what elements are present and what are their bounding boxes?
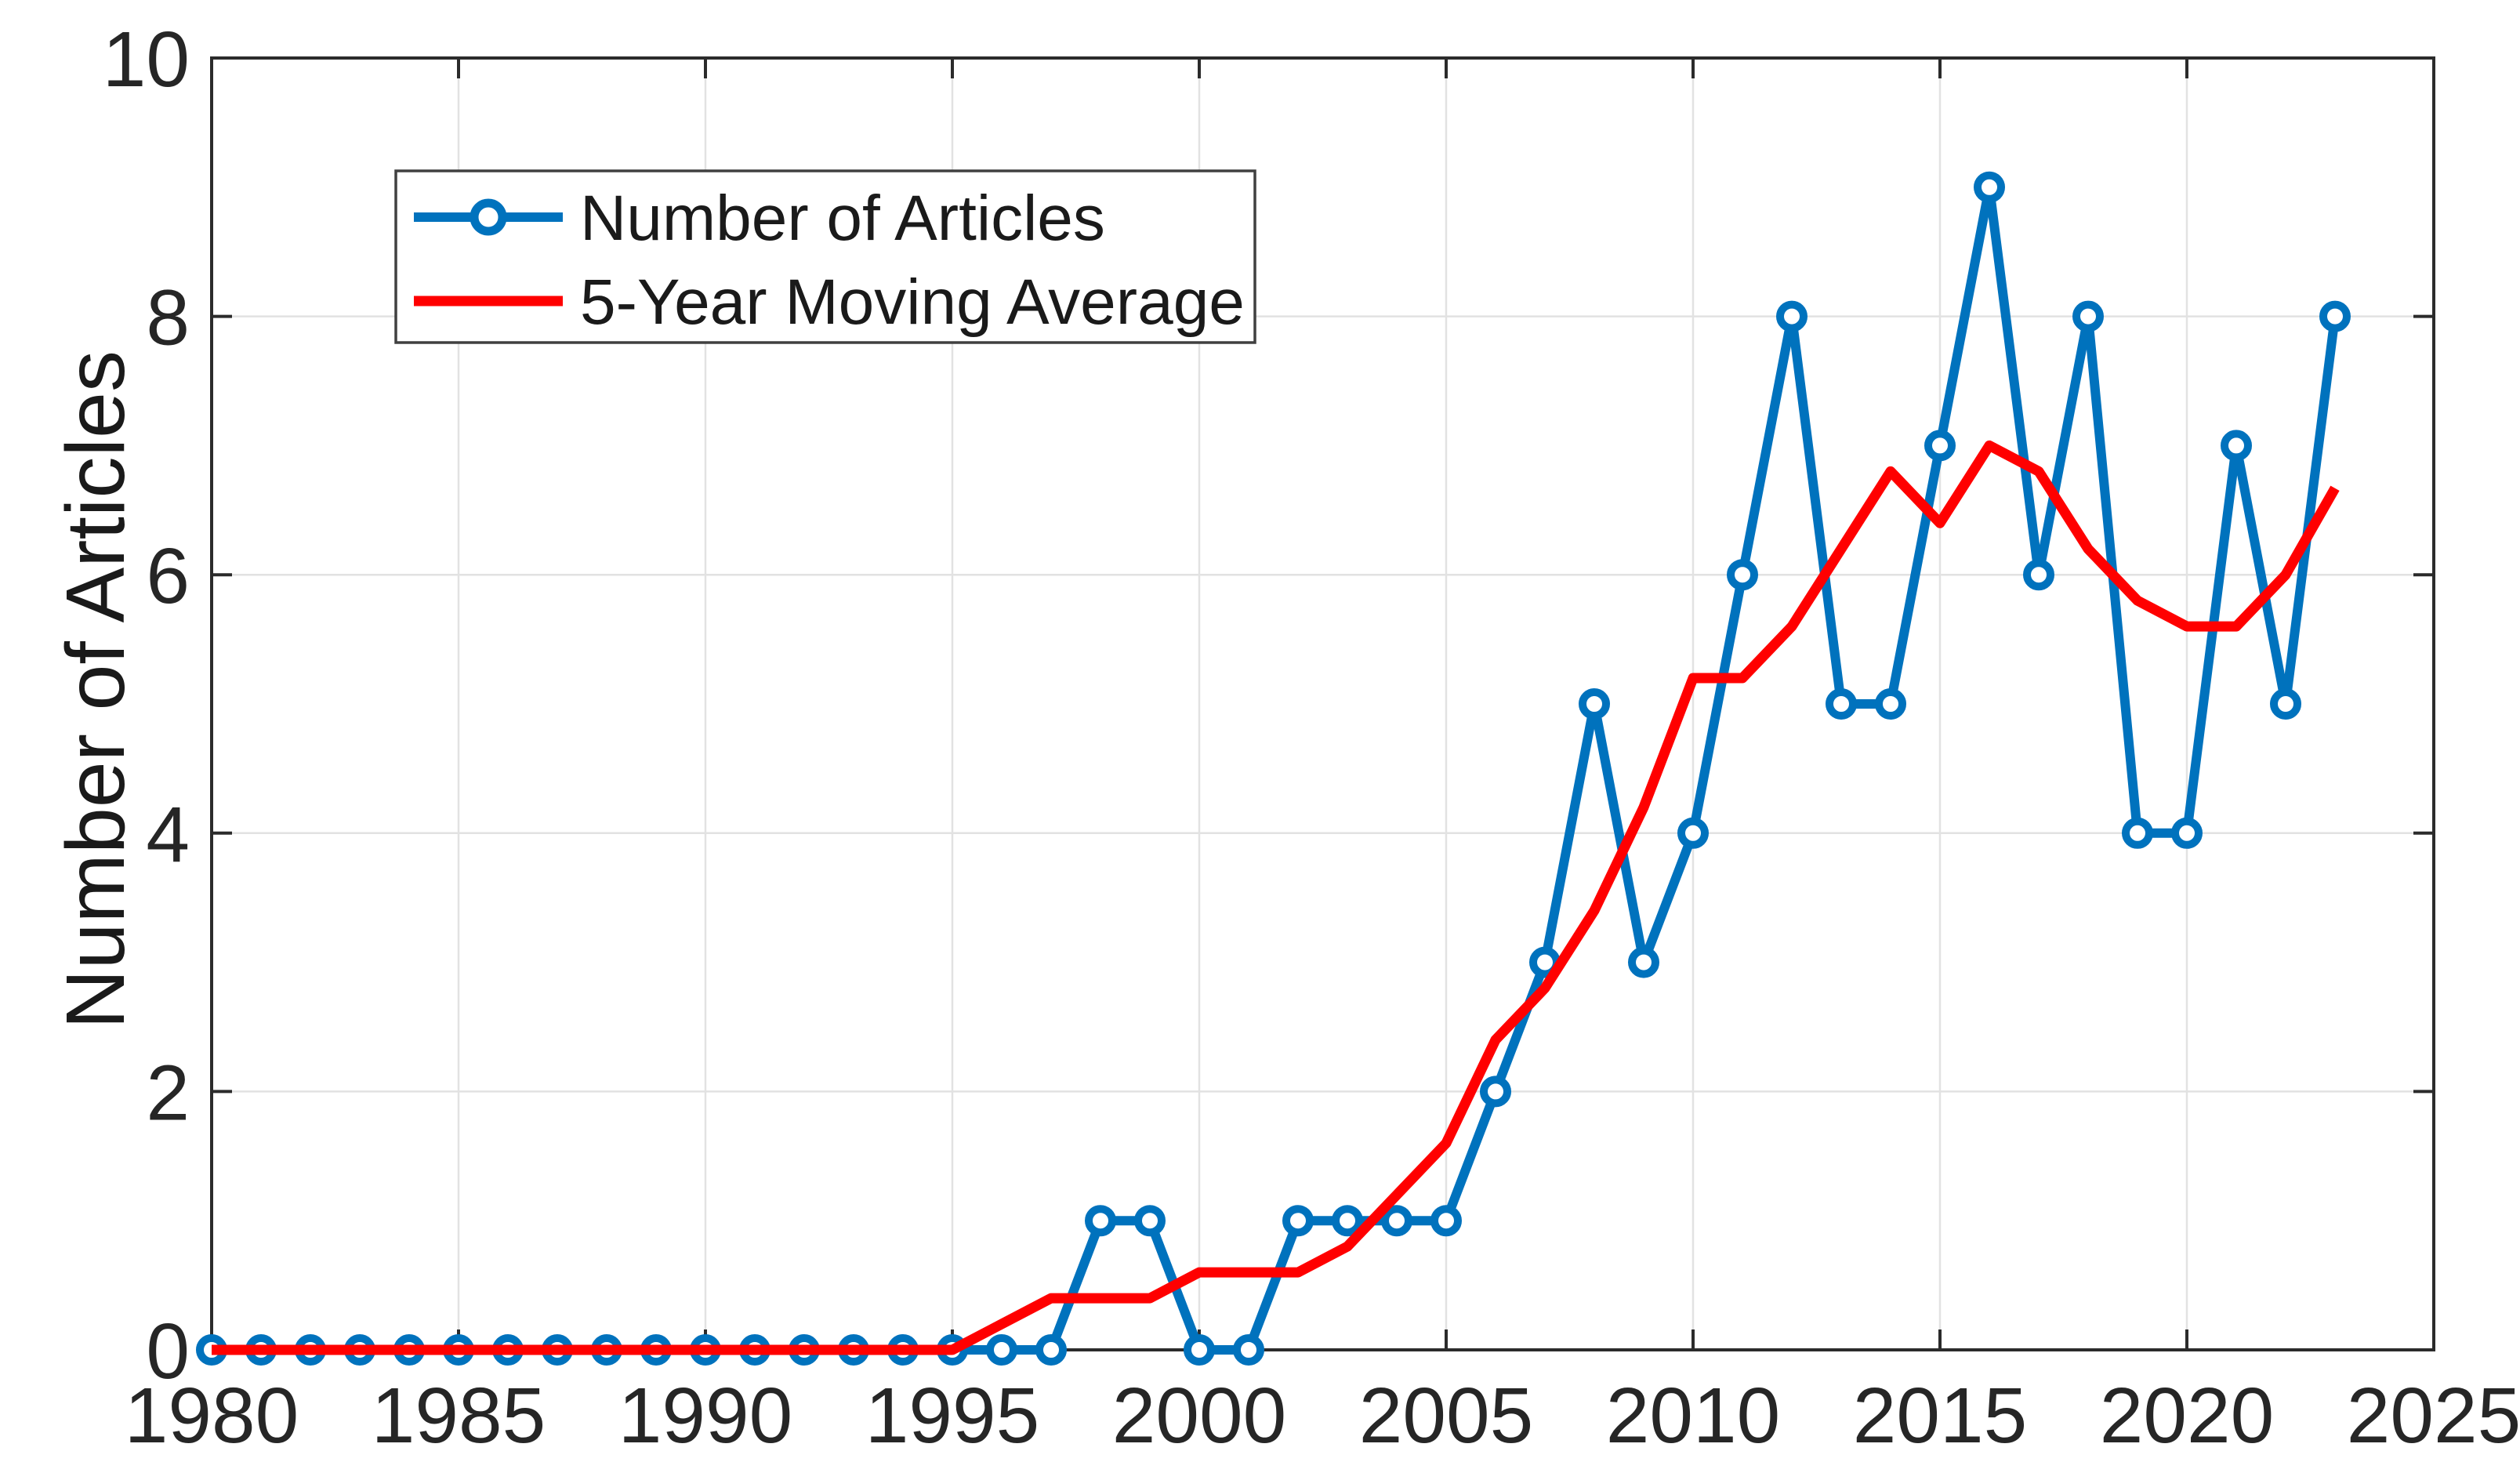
data-point-marker	[986, 1334, 1017, 1366]
data-point-marker	[1727, 559, 1758, 591]
x-tick-label: 2005	[1359, 1372, 1533, 1460]
x-tick-label: 2010	[1606, 1372, 1780, 1460]
data-point-marker	[1134, 1205, 1166, 1237]
data-point-marker	[1480, 1076, 1511, 1108]
x-tick-label: 1990	[618, 1372, 792, 1460]
data-point-marker	[1826, 688, 1857, 720]
data-point-marker	[2319, 300, 2351, 332]
plot-border	[210, 56, 2435, 1351]
x-tick-label: 2025	[2347, 1372, 2520, 1460]
x-tick-label: 2020	[2100, 1372, 2274, 1460]
data-point-marker	[1677, 817, 1709, 849]
data-point-marker	[1875, 688, 1906, 720]
data-point-marker	[1184, 1334, 1215, 1366]
data-point-marker	[2072, 300, 2104, 332]
data-point-marker	[1924, 430, 1956, 462]
y-tick-label: 6	[146, 532, 190, 620]
legend-box	[394, 169, 1256, 344]
data-point-marker	[2171, 817, 2203, 849]
legend-label-articles: Number of Articles	[580, 183, 1105, 254]
data-point-marker	[1430, 1205, 1462, 1237]
legend-articles-marker-icon	[470, 198, 507, 236]
articles-markers	[196, 171, 2351, 1366]
data-point-marker	[1233, 1334, 1264, 1366]
y-tick-label: 8	[146, 274, 190, 362]
y-axis-title: Number of Articles	[49, 350, 142, 1029]
data-point-marker	[1628, 946, 1659, 978]
data-point-marker	[2270, 688, 2301, 720]
x-tick-label: 2000	[1112, 1372, 1286, 1460]
y-tick-label: 10	[103, 16, 190, 103]
data-point-marker	[1332, 1205, 1363, 1237]
moving-average-line	[212, 440, 2340, 1355]
data-point-marker	[2122, 817, 2153, 849]
articles-line	[207, 182, 2340, 1355]
x-tick-label: 1980	[125, 1372, 299, 1460]
data-point-marker	[1085, 1205, 1116, 1237]
data-point-marker	[1282, 1205, 1314, 1237]
legend-label-moving-average: 5-Year Moving Average	[580, 267, 1245, 338]
x-tick-label: 1995	[865, 1372, 1039, 1460]
tick-labels-layer: 1980 1985 1990 1995 2000 2005 2010 2015 2020 2025…	[103, 16, 2520, 1460]
legend: Number of Articles 5-Year Moving Average	[394, 169, 1256, 344]
data-point-marker	[1776, 300, 1808, 332]
x-tick-label: 2015	[1853, 1372, 2027, 1460]
y-tick-label: 2	[146, 1049, 190, 1137]
x-tick-label: 1985	[372, 1372, 546, 1460]
data-point-marker	[1035, 1334, 1067, 1366]
data-point-marker	[1381, 1205, 1412, 1237]
y-tick-label: 0	[146, 1308, 190, 1395]
y-tick-label: 4	[146, 791, 190, 879]
series-layer	[196, 171, 2351, 1366]
data-point-marker	[2221, 430, 2252, 462]
data-point-marker	[1974, 171, 2005, 203]
data-point-marker	[1579, 688, 1610, 720]
data-point-marker	[2023, 559, 2054, 591]
